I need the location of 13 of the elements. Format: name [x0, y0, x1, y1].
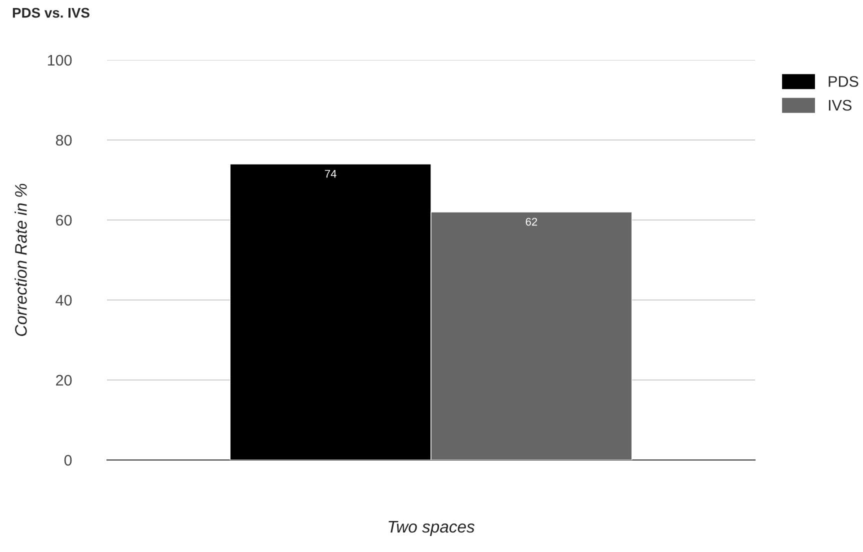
legend-label: PDS — [828, 76, 858, 87]
data-label: 62 — [526, 218, 538, 226]
chart-title: PDS vs. IVS — [12, 8, 90, 18]
legend-label: IVS — [828, 100, 852, 111]
y-tick-label: 100 — [48, 54, 72, 66]
x-axis-title: Two spaces — [388, 521, 475, 536]
y-tick-label: 80 — [56, 134, 72, 146]
y-tick-label: 20 — [56, 374, 72, 386]
y-axis-title: Correction Rate in % — [14, 184, 27, 336]
y-tick-label: 40 — [56, 294, 72, 306]
y-tick-label: 0 — [64, 454, 72, 466]
y-tick-label: 60 — [56, 214, 72, 226]
data-label: 74 — [324, 170, 336, 178]
